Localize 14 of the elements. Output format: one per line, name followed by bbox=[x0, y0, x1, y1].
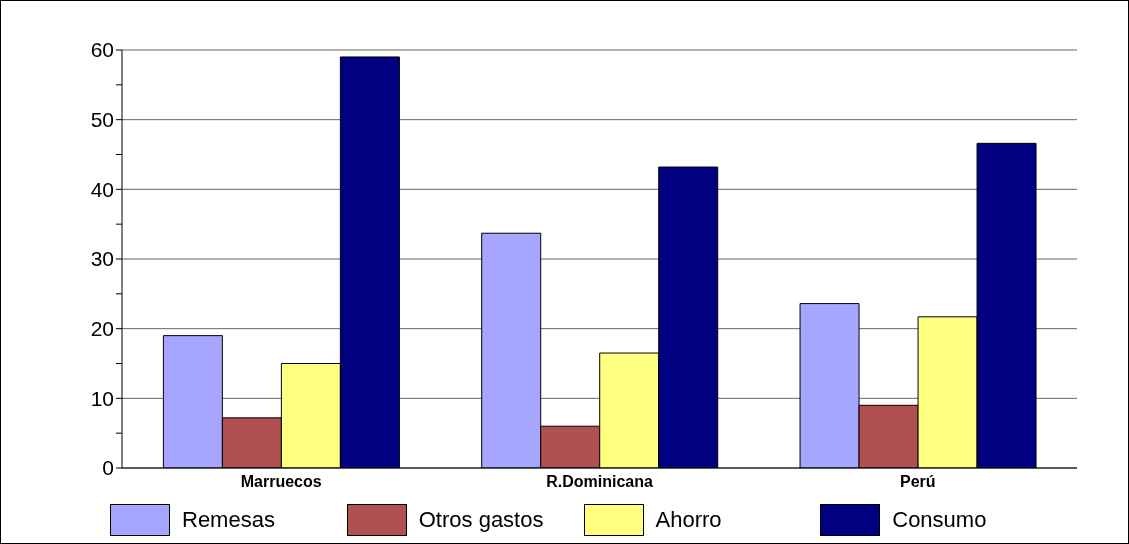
y-tick-label: 30 bbox=[90, 247, 114, 271]
legend-label: Remesas bbox=[182, 507, 275, 533]
x-tick-label: Perú bbox=[900, 473, 936, 491]
y-tick-label: 10 bbox=[90, 386, 114, 410]
x-tick-label: R.Dominicana bbox=[546, 473, 653, 491]
y-tick-label: 60 bbox=[90, 38, 114, 62]
y-tick-label: 40 bbox=[90, 177, 114, 201]
y-tick-label: 20 bbox=[90, 317, 114, 341]
legend-label: Otros gastos bbox=[418, 507, 544, 533]
legend-label: Consumo bbox=[892, 507, 987, 533]
y-tick-label: 0 bbox=[102, 456, 114, 480]
y-tick-label: 50 bbox=[90, 108, 114, 132]
x-tick-label: Marruecos bbox=[240, 473, 322, 491]
legend-label: Ahorro bbox=[655, 507, 722, 533]
